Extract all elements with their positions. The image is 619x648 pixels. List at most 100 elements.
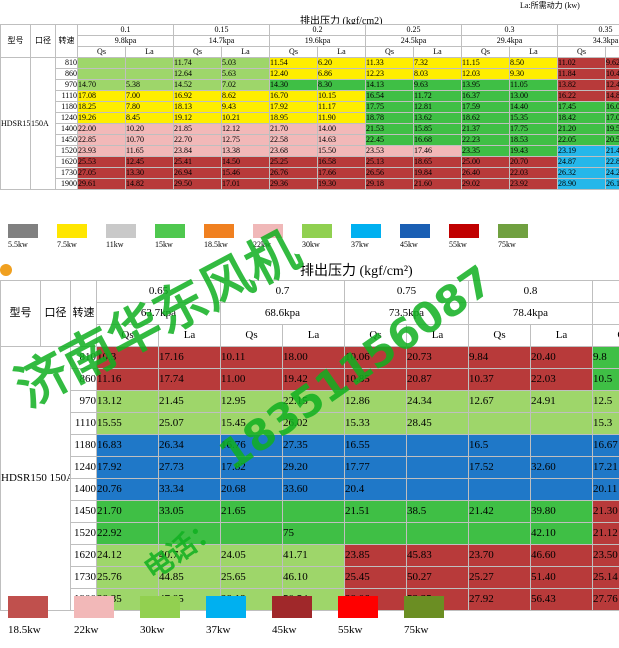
legend-label: 75kw: [498, 240, 516, 249]
data-table-2: 型号口径转速0.650.70.750.80.850.90.95163.7kpa6…: [0, 280, 619, 611]
la-cell: 33.34: [158, 478, 221, 501]
speed-cell: 1110: [70, 412, 97, 435]
speed-cell: 810: [55, 57, 78, 69]
qs-cell: 14.30: [269, 79, 318, 91]
legend-label: 55kw: [449, 240, 467, 249]
la-cell: [530, 478, 593, 501]
qs-cell: 18.62: [461, 112, 510, 124]
la-cell: 32.60: [530, 456, 593, 479]
la-cell: 5.38: [125, 79, 174, 91]
la-cell: 10.20: [125, 123, 174, 135]
table-row: 1620 24.12 40.7 24.05 41.71 23.85 45.83 23.70 46…: [1, 544, 619, 567]
la-cell: [406, 434, 469, 457]
qs-cell: 23.53: [365, 145, 414, 157]
legend-swatch: [155, 224, 185, 238]
legend-label: 45kw: [400, 240, 418, 249]
header-model: 型号: [0, 24, 31, 58]
qs-cell: 11.84: [557, 68, 606, 80]
legend-label: 15kw: [155, 240, 173, 249]
qs-cell: 16.22: [557, 90, 606, 102]
la-cell: 17.46: [413, 145, 462, 157]
la-cell: 33.60: [282, 478, 345, 501]
qs-cell: 12.40: [269, 68, 318, 80]
qs-cell: 19.26: [77, 112, 126, 124]
legend-swatch: [106, 224, 136, 238]
legend-swatch: [140, 596, 180, 618]
pressure-header: 0.25: [365, 24, 462, 36]
qs-cell: 25.00: [461, 156, 510, 168]
pressure-header: 0.1: [77, 24, 174, 36]
pressure-header: 0.15: [173, 24, 270, 36]
speed-cell: 860: [70, 368, 97, 391]
qs-cell: 22.23: [461, 134, 510, 146]
speed-cell: 1520: [55, 145, 78, 157]
la-cell: 22.82: [605, 156, 619, 168]
qs-cell: [344, 522, 407, 545]
la-cell: 16.68: [413, 134, 462, 146]
qs-cell: 25.27: [468, 566, 531, 589]
legend-swatch: [8, 224, 38, 238]
qs-cell: 24.12: [96, 544, 159, 567]
qs-cell: 18.42: [557, 112, 606, 124]
la-cell: 9.30: [509, 68, 558, 80]
legend-swatch: [74, 596, 114, 618]
speed-cell: 1730: [70, 566, 97, 589]
table-row: 140020.7633.3420.6833.6020.420.1143.0019…: [1, 478, 619, 501]
qs-cell: 23.85: [344, 544, 407, 567]
qs-cell: 14.70: [77, 79, 126, 91]
speed-cell: 1450: [70, 500, 97, 523]
la-cell: [158, 522, 221, 545]
la-cell: 9.62: [605, 57, 619, 69]
la-cell: 46.60: [530, 544, 593, 567]
qs-cell: 25.41: [173, 156, 222, 168]
la-cell: 38.5: [406, 500, 469, 523]
qs-cell: 22.85: [77, 134, 126, 146]
qs-cell: 29.50: [173, 178, 222, 190]
la-cell: 18.65: [413, 156, 462, 168]
qs-cell: 23.84: [173, 145, 222, 157]
la-cell: 14.82: [125, 178, 174, 190]
kpa-header: 9.8kpa: [77, 35, 174, 47]
la-cell: 14.63: [317, 134, 366, 146]
qs-cell: 29.18: [365, 178, 414, 190]
qs-cell: 23.68: [269, 145, 318, 157]
qs-cell: 22.58: [269, 134, 318, 146]
speed-cell: 1450: [55, 134, 78, 146]
sub-header: La: [406, 324, 469, 347]
qs-cell: [220, 522, 283, 545]
sub-header: La: [509, 46, 558, 58]
qs-cell: 16.5: [468, 434, 531, 457]
speed-cell: 860: [55, 68, 78, 80]
qs-cell: 11.74: [173, 57, 222, 69]
legend-label: 37kw: [206, 624, 231, 636]
la-cell: 24.34: [406, 390, 469, 413]
speed-cell: 1240: [55, 112, 78, 124]
la-cell: [530, 434, 593, 457]
table-row: 1240 19.26 8.45 19.12 10.21 18.95 11.90 18.78 13…: [1, 112, 619, 124]
la-cell: 22.15: [282, 390, 345, 413]
table-row: 1450 21.70 33.05 21.65 21.51 38.5 21.42 39.80 21…: [1, 500, 619, 523]
legend-swatch: [400, 224, 430, 238]
la-cell: 11.90: [317, 112, 366, 124]
la-cell: 20.87: [406, 368, 469, 391]
qs-cell: [77, 57, 126, 69]
speed-cell: 970: [55, 79, 78, 91]
la-cell: [125, 68, 174, 80]
la-cell: 15.35: [509, 112, 558, 124]
legend-label: 18.5kw: [204, 240, 228, 249]
table-row: 1900 29.61 14.82 29.50 17.01 29.36 19.30 29.18 2…: [1, 178, 619, 190]
legend-label: 30kw: [302, 240, 320, 249]
sub-header: Qs: [96, 324, 159, 347]
qs-cell: 10.06: [344, 346, 407, 369]
la-cell: 28.45: [406, 412, 469, 435]
qs-cell: 9.8: [592, 346, 619, 369]
la-cell: 14.40: [509, 101, 558, 113]
la-cell: 17.16: [158, 346, 221, 369]
qs-cell: 24.87: [557, 156, 606, 168]
legend-label: 37kw: [351, 240, 369, 249]
table-row: 1520 23.93 11.65 23.84 13.38 23.68 15.50 23.53 1…: [1, 145, 619, 157]
power-legend-1: 5.5kw 7.5kw 11kw 15kw 18.5kw 22kw 30kw 37kw 45kw…: [0, 224, 619, 258]
sub-header: Qs: [77, 46, 126, 58]
header-bore: 口径: [30, 24, 56, 58]
sub-header: Qs: [344, 324, 407, 347]
